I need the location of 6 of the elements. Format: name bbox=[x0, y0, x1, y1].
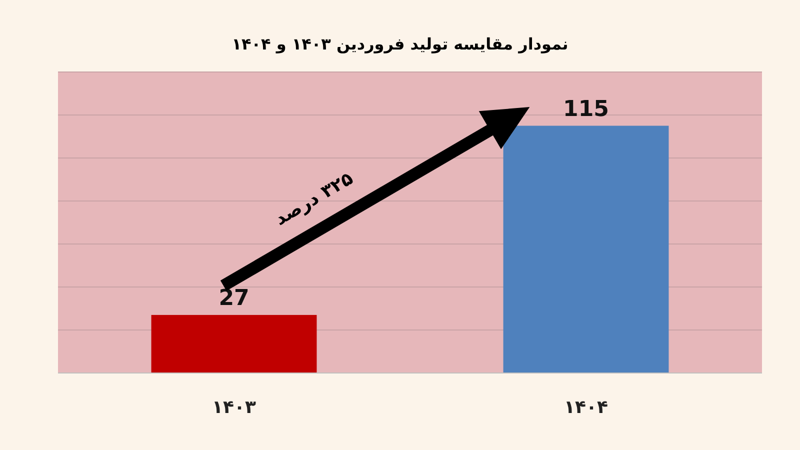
x-tick-label: ۱۴۰۴ bbox=[564, 397, 608, 418]
annotation: ۳۲۵ درصد bbox=[272, 168, 358, 230]
x-tick-label: ۱۴۰۳ bbox=[212, 397, 256, 418]
chart-title: نمودار مقایسه تولید فروردین ۱۴۰۳ و ۱۴۰۴ bbox=[232, 34, 568, 54]
data-label: 115 bbox=[563, 96, 609, 122]
data-label: 27 bbox=[218, 286, 250, 311]
